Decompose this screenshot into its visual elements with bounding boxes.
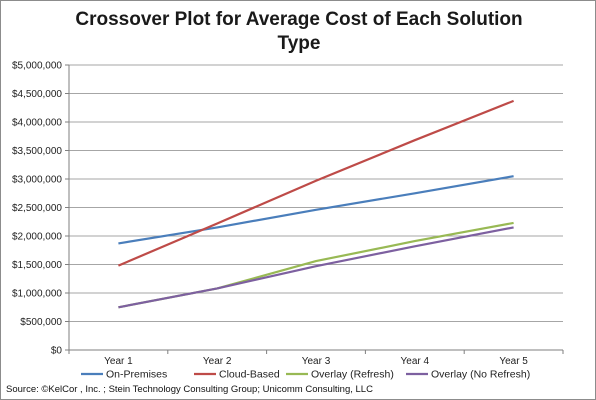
y-tick-label: $2,500,000 bbox=[12, 203, 62, 214]
axes bbox=[65, 64, 564, 354]
legend-label: Overlay (No Refresh) bbox=[431, 369, 530, 381]
legend-label: Overlay (Refresh) bbox=[311, 369, 394, 381]
gridlines bbox=[69, 64, 563, 322]
x-tick-label: Year 1 bbox=[104, 356, 133, 367]
series-lines bbox=[117, 99, 515, 309]
y-tick-label: $0 bbox=[51, 346, 63, 357]
x-tick-label: Year 2 bbox=[203, 356, 232, 367]
y-tick-label: $3,500,000 bbox=[12, 146, 62, 157]
y-tick-label: $500,000 bbox=[20, 317, 62, 328]
source-note: Source: ©KelCor , Inc. ; Stein Technolog… bbox=[6, 384, 373, 395]
y-tick-labels: $0 $500,000 $1,000,000 $1,500,000 $2,000,000… bbox=[12, 61, 62, 357]
y-tick-label: $5,000,000 bbox=[12, 61, 62, 72]
y-tick-label: $3,000,000 bbox=[12, 175, 62, 186]
x-tick-label: Year 5 bbox=[499, 356, 528, 367]
x-tick-label: Year 3 bbox=[302, 356, 331, 367]
y-tick-label: $4,000,000 bbox=[12, 118, 62, 129]
series-line bbox=[118, 226, 514, 309]
series-line bbox=[118, 175, 514, 245]
legend-label: On-Premises bbox=[106, 369, 167, 381]
y-tick-label: $2,000,000 bbox=[12, 232, 62, 243]
legend-label: Cloud-Based bbox=[219, 369, 280, 381]
series-line bbox=[117, 99, 515, 267]
y-tick-label: $4,500,000 bbox=[12, 89, 62, 100]
y-tick-label: $1,500,000 bbox=[12, 260, 62, 271]
chart-title: Crossover Plot for Average Cost of Each … bbox=[75, 9, 523, 54]
y-tick-label: $1,000,000 bbox=[12, 289, 62, 300]
x-tick-label: Year 4 bbox=[401, 356, 430, 367]
x-tick-labels: Year 1 Year 2 Year 3 Year 4 Year 5 bbox=[104, 356, 528, 367]
legend: On-Premises Cloud-Based Overlay (Refresh) O… bbox=[81, 369, 530, 381]
